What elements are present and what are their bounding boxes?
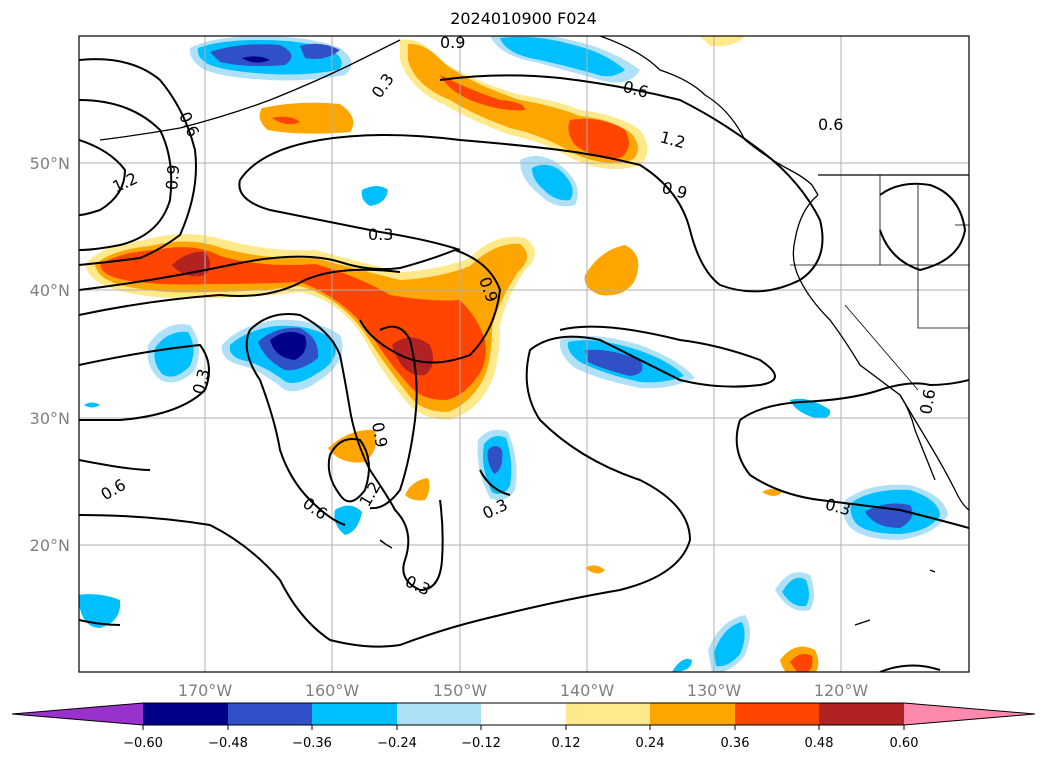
field-pos-aleutian-core [272, 116, 300, 125]
colorbar-tick-label: −0.48 [208, 736, 248, 751]
colorbar-tick-label: 0.12 [552, 736, 581, 751]
field-neg-north-high [210, 44, 292, 66]
longitude-label: 140°W [560, 681, 615, 700]
field-pos-high [100, 247, 486, 400]
latitude-label: 30°N [30, 409, 70, 428]
field-neg-gulf-mid [500, 36, 625, 77]
colorbar-lower-extension [12, 703, 143, 725]
field-neg-central-max [270, 331, 307, 360]
field-pos-gulf-high-1 [440, 75, 525, 111]
colorbar-segment [566, 703, 650, 725]
field-neg-gulf-south-mid [532, 164, 573, 201]
colorbar-tick-label: 0.60 [890, 736, 919, 751]
longitude-label: 120°W [814, 681, 869, 700]
contour-label: 0.6 [916, 387, 939, 415]
contour-label: 0.6 [818, 115, 843, 134]
shaded-field [79, 36, 948, 672]
field-pos-aleutian [259, 102, 354, 134]
field-neg-small-1 [361, 186, 388, 206]
map-title: 2024010900 F024 [450, 9, 597, 28]
colorbar-tick-label: 0.36 [721, 736, 750, 751]
state-borders [790, 175, 969, 391]
gridlines [79, 36, 969, 672]
latitude-label: 20°N [30, 536, 70, 555]
field-pos-top [700, 36, 745, 47]
colorbar-tick-label: −0.24 [377, 736, 417, 751]
field-pos-south-core [790, 654, 813, 672]
colorbar-tick-label: −0.36 [292, 736, 332, 751]
colorbar-tick-label: −0.60 [123, 736, 163, 751]
field-pos-140w [584, 245, 639, 296]
colorbar-tick-label: 0.24 [636, 736, 665, 751]
field-neg-south-1-mid [782, 577, 809, 607]
field-neg-hawaii-high [487, 446, 503, 474]
colorbar-segment [735, 703, 819, 725]
field-pos-hawaii-north [328, 429, 377, 463]
field-neg-south-2-mid [714, 622, 745, 667]
longitude-label: 150°W [433, 681, 488, 700]
field-neg-north-high-2 [300, 43, 340, 59]
coastlines [99, 36, 969, 626]
field-pos-hawaii-east [405, 478, 430, 501]
field-neg-east-high [585, 349, 643, 376]
colorbar-tick-label: −0.12 [461, 736, 501, 751]
colorbar: −0.60 −0.48 −0.36 −0.24 −0.12 0.12 0.24 … [11, 702, 1036, 751]
field-neg-small-5 [672, 658, 692, 672]
colorbar-upper-extension [904, 703, 1035, 725]
latitude-label: 50°N [30, 154, 70, 173]
longitude-label: 160°W [305, 681, 360, 700]
longitude-label: 130°W [687, 681, 742, 700]
map-frame [78, 35, 970, 673]
field-neg-small-2 [334, 505, 362, 535]
field-neg-small-3 [790, 398, 831, 419]
contour-label: 0.9 [162, 164, 183, 191]
colorbar-segment [143, 703, 228, 725]
field-neg-small-4 [84, 402, 100, 408]
field-neg-west-mid [154, 331, 194, 377]
colorbar-tick-label: 0.48 [805, 736, 834, 751]
colorbar-segment [819, 703, 904, 725]
colorbar-tick-labels: −0.60 −0.48 −0.36 −0.24 −0.12 0.12 0.24 … [123, 736, 918, 751]
colorbar-segment [650, 703, 735, 725]
contours [79, 58, 969, 672]
colorbar-segment [228, 703, 312, 725]
colorbar-ticks [142, 725, 905, 730]
contour-label: 0.9 [440, 33, 465, 52]
field-pos-gulf-high-2 [568, 118, 629, 159]
field-pos-small-1 [762, 489, 782, 496]
map-content: 0.9 0.3 0.6 0.6 0.6 1.2 0.9 0.9 1.2 0.3 … [79, 33, 969, 672]
field-neg-north-max [242, 56, 270, 63]
field-pos-small-2 [585, 565, 605, 574]
colorbar-segment [397, 703, 481, 725]
contour-label: 0.3 [368, 225, 393, 244]
field-neg-sw [79, 594, 121, 628]
contour-label: 0.9 [368, 421, 391, 449]
longitude-labels: 170°W 160°W 150°W 140°W 130°W 120°W [178, 681, 869, 700]
colorbar-segment [312, 703, 397, 725]
latitude-labels: 50°N 40°N 30°N 20°N [30, 154, 70, 555]
latitude-label: 40°N [30, 281, 70, 300]
longitude-label: 170°W [178, 681, 233, 700]
colorbar-segment [481, 703, 566, 725]
